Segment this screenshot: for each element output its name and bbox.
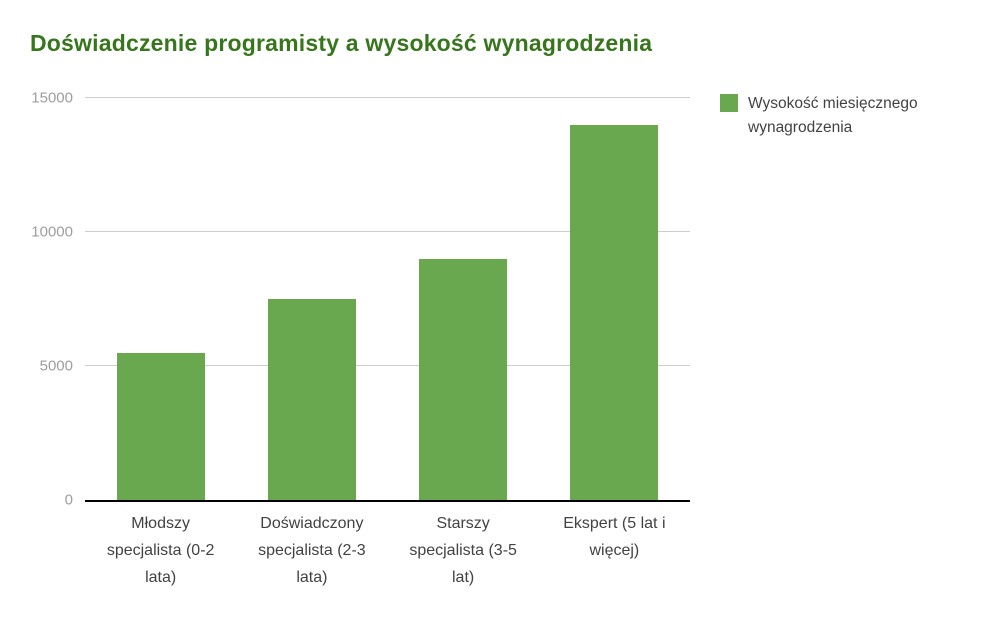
chart-title: Doświadczenie programisty a wysokość wyn… (30, 30, 653, 56)
bar-fill (570, 124, 659, 500)
gridline (85, 365, 690, 367)
bar-cell (85, 98, 236, 500)
bar-fill (267, 299, 356, 500)
legend: Wysokość miesięcznego wynagrodzenia (720, 92, 970, 140)
y-tick-label: 0 (64, 491, 73, 509)
bars-container (85, 98, 690, 500)
legend-swatch-icon (720, 94, 738, 112)
x-label-cell: Doświadczony specjalista (2-3 lata) (236, 510, 387, 591)
y-tick-label: 10000 (31, 223, 73, 241)
x-label-cell: Starszy specjalista (3-5 lat) (388, 510, 539, 591)
category-label: Młodszy specjalista (0-2 lata) (106, 515, 215, 586)
x-label-cell: Ekspert (5 lat i więcej) (539, 510, 690, 591)
bar-fill (116, 352, 205, 500)
category-label: Starszy specjalista (3-5 lat) (409, 515, 517, 586)
gridline (85, 97, 690, 98)
bar-cell (539, 98, 690, 500)
gridline (85, 231, 690, 233)
x-label-cell: Młodszy specjalista (0-2 lata) (85, 510, 236, 591)
legend-label: Wysokość miesięcznego wynagrodzenia (748, 95, 918, 136)
x-axis-labels: Młodszy specjalista (0-2 lata) Doświadcz… (85, 510, 690, 591)
category-label: Doświadczony specjalista (2-3 lata) (258, 515, 366, 586)
bar-fill (419, 258, 508, 500)
y-tick-label: 15000 (31, 89, 73, 107)
plot-area: 0 5000 10000 15000 (31, 90, 690, 509)
bar-cell (388, 98, 539, 500)
y-tick-label: 5000 (39, 357, 73, 375)
category-label: Ekspert (5 lat i więcej) (563, 515, 666, 559)
bar-cell (236, 98, 387, 500)
